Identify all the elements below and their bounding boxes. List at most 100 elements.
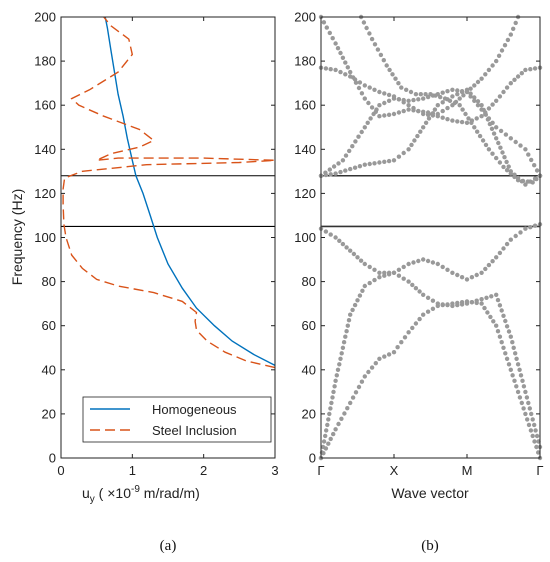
- dispersion-point: [508, 237, 513, 242]
- dispersion-point: [345, 323, 350, 328]
- dispersion-point: [401, 276, 406, 281]
- x-tick-label: 0: [57, 463, 64, 478]
- dispersion-point: [494, 155, 499, 161]
- dispersion-point: [393, 76, 398, 81]
- dispersion-point: [519, 71, 524, 76]
- dispersion-point: [425, 94, 431, 100]
- dispersion-point: [321, 20, 327, 25]
- dispersion-point: [345, 406, 350, 411]
- dispersion-point: [326, 417, 331, 422]
- dispersion-point: [336, 421, 341, 427]
- dispersion-point: [396, 81, 401, 86]
- panel-a-series: [62, 16, 276, 369]
- dispersion-point: [517, 395, 523, 400]
- dispersion-point: [497, 303, 503, 308]
- dispersion-point: [413, 286, 419, 291]
- dispersion-point: [504, 159, 509, 165]
- dispersion-point: [348, 166, 353, 172]
- dispersion-point: [350, 144, 355, 149]
- dispersion-point: [362, 83, 367, 88]
- dispersion-point: [406, 279, 411, 284]
- dispersion-point: [357, 80, 363, 85]
- dispersion-point: [430, 298, 436, 303]
- dispersion-point: [351, 251, 357, 257]
- dispersion-point: [348, 312, 353, 317]
- dispersion-point: [483, 110, 488, 115]
- dispersion-point: [518, 230, 523, 235]
- dispersion-point: [343, 72, 348, 77]
- dispersion-point: [377, 270, 382, 275]
- x-tick-label: X: [390, 463, 399, 478]
- dispersion-point: [459, 275, 465, 280]
- dispersion-point: [328, 172, 333, 177]
- dispersion-point: [440, 264, 445, 270]
- dispersion-point: [461, 93, 466, 98]
- dispersion-point: [503, 132, 509, 137]
- dispersion-point: [523, 147, 528, 152]
- dispersion-point: [484, 295, 489, 300]
- dispersion-point: [504, 324, 510, 329]
- dispersion-point: [355, 298, 360, 303]
- dispersion-point: [486, 116, 492, 121]
- dispersion-point: [327, 167, 332, 172]
- x-label-sup: -9: [131, 484, 140, 495]
- dispersion-point: [440, 302, 445, 307]
- dispersion-point: [494, 292, 499, 297]
- dispersion-point: [530, 433, 535, 439]
- dispersion-point: [494, 255, 499, 260]
- dispersion-point: [506, 362, 512, 367]
- dispersion-point: [455, 92, 460, 97]
- dispersion-point: [490, 120, 495, 126]
- dispersion-point: [359, 129, 364, 135]
- dispersion-point: [504, 241, 510, 247]
- dispersion-point: [479, 270, 484, 275]
- dispersion-point: [364, 25, 369, 31]
- dispersion-point: [329, 400, 334, 406]
- dispersion-point: [474, 298, 479, 303]
- dispersion-point: [387, 67, 392, 73]
- dispersion-point: [513, 139, 518, 145]
- dispersion-point: [344, 245, 349, 250]
- dispersion-point: [377, 114, 382, 119]
- dispersion-point: [499, 48, 505, 53]
- x-tick-label: Γ: [317, 463, 324, 478]
- dispersion-point: [515, 178, 521, 183]
- x-tick-label: M: [462, 463, 473, 478]
- dispersion-point: [367, 280, 372, 286]
- dispersion-point: [518, 143, 523, 148]
- dispersion-point: [362, 374, 367, 379]
- y-tick-label: 160: [294, 98, 316, 113]
- dispersion-point: [356, 384, 362, 390]
- dispersion-point: [372, 267, 377, 272]
- y-tick-label: 120: [294, 186, 316, 201]
- dispersion-point: [401, 150, 406, 156]
- dispersion-point: [344, 329, 349, 334]
- dispersion-point: [372, 161, 377, 166]
- dispersion-point: [406, 147, 411, 152]
- dispersion-point: [479, 297, 484, 302]
- dispersion-point: [325, 422, 330, 428]
- panel-a-caption: (a): [160, 538, 177, 554]
- dispersion-point: [348, 248, 353, 253]
- dispersion-point: [377, 356, 382, 361]
- dispersion-point: [362, 283, 367, 289]
- dispersion-point: [340, 345, 346, 350]
- dispersion-point: [396, 273, 402, 278]
- dispersion-point: [386, 352, 392, 357]
- dispersion-point: [435, 111, 440, 117]
- dispersion-point: [483, 266, 488, 272]
- x-tick-label: 3: [271, 463, 278, 478]
- dispersion-point: [402, 335, 408, 340]
- dispersion-point: [331, 389, 336, 395]
- dispersion-point: [382, 270, 387, 275]
- dispersion-point: [508, 81, 513, 86]
- dispersion-point: [323, 66, 329, 71]
- dispersion-point: [337, 238, 342, 243]
- dispersion-point: [423, 120, 429, 126]
- dispersion-point: [447, 98, 453, 104]
- dispersion-point: [452, 100, 457, 106]
- dispersion-point: [343, 60, 348, 65]
- dispersion-point: [399, 340, 404, 345]
- dispersion-point: [515, 74, 521, 79]
